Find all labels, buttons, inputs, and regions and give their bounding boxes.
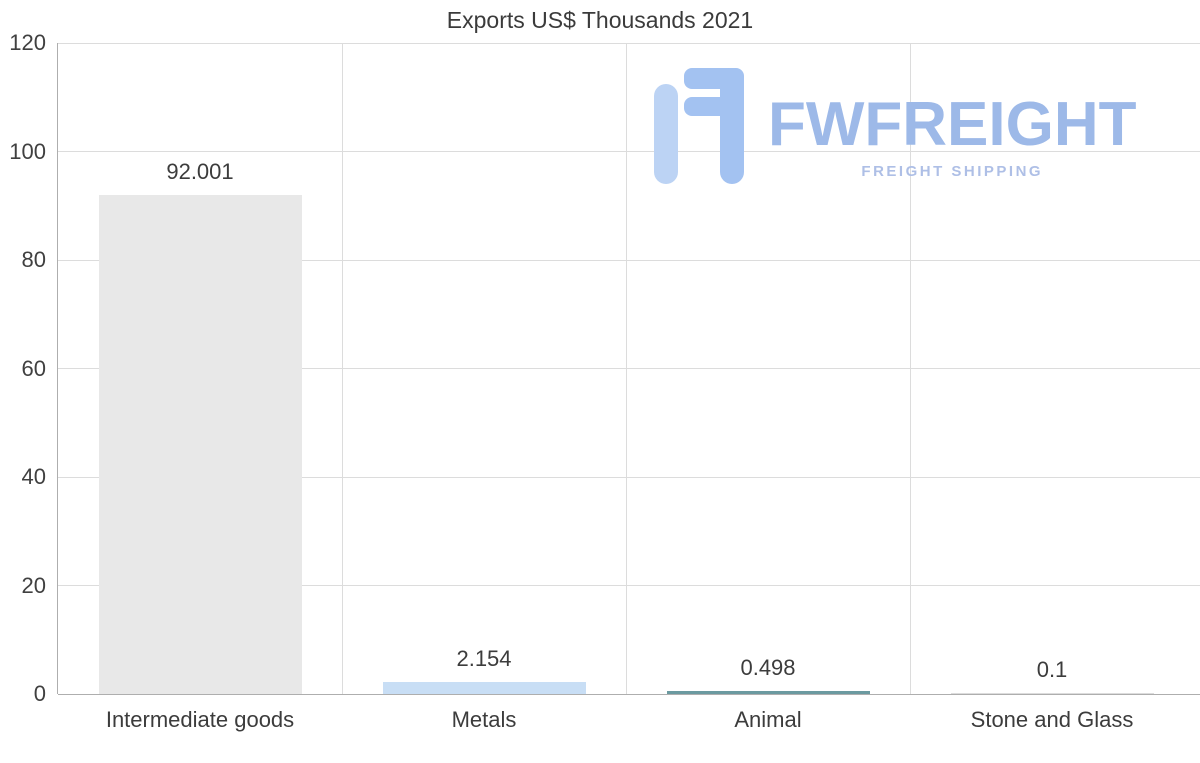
bar-value-label: 92.001 [166,158,234,184]
watermark-tagline-text: FREIGHT SHIPPING [861,163,1044,180]
y-axis-tick-label: 40 [21,464,46,489]
bar-value-label: 2.154 [456,646,512,672]
watermark-text-block: FWFREIGHT FREIGHT SHIPPING [768,68,1137,181]
watermark-logo: FWFREIGHT FREIGHT SHIPPING [654,68,1137,184]
bar-value-label: 0.1 [1036,657,1068,683]
y-axis-line [57,43,58,694]
bar-animal [666,691,870,694]
bar-metals [382,682,586,694]
x-axis-line [58,694,1200,695]
y-axis-tick-label: 0 [33,681,46,706]
gridline-horizontal [58,42,1200,44]
gridline-horizontal [58,151,1200,152]
bar-intermediate-goods [98,194,302,694]
x-axis-category-label: Metals [451,707,517,732]
x-axis-category-label: Intermediate goods [105,707,295,732]
y-axis-tick-label: 60 [21,355,46,381]
gridline-horizontal [58,476,1200,478]
x-axis-category-label: Stone and Glass [970,707,1134,732]
gridline-vertical [625,43,627,694]
gridline-horizontal [58,585,1200,586]
y-axis-tick-label: 100 [9,138,46,164]
gridline-horizontal [58,259,1200,261]
y-axis-tick-label: 80 [21,247,46,272]
bar-stone-and-glass [950,693,1154,694]
x-axis-category-label: Animal [734,707,802,732]
gridline-vertical [341,43,343,694]
freight-logo-icon [654,68,744,184]
bar-value-label: 0.498 [740,655,796,681]
gridline-horizontal [58,368,1200,369]
y-axis-tick-label: 20 [21,572,46,598]
gridline-vertical [909,43,911,694]
watermark-brand-text: FWFREIGHT [768,90,1137,159]
y-axis-tick-label: 120 [9,30,46,55]
chart-title: Exports US$ Thousands 2021 [446,7,754,33]
